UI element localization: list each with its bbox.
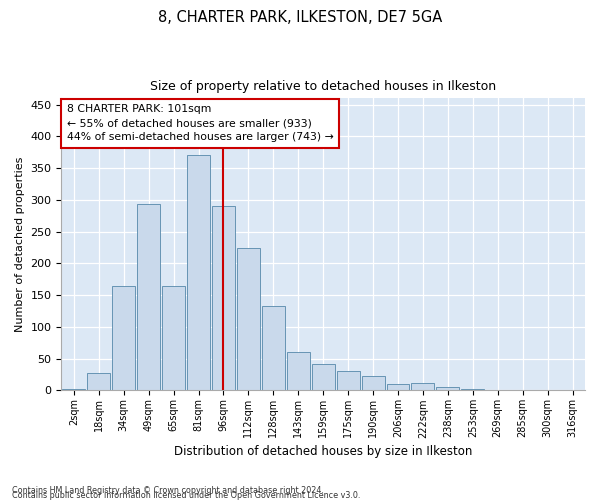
X-axis label: Distribution of detached houses by size in Ilkeston: Distribution of detached houses by size …	[174, 444, 472, 458]
Bar	[436, 387, 460, 390]
Bar	[362, 376, 385, 390]
Bar	[386, 384, 409, 390]
Bar	[262, 306, 285, 390]
Text: Contains HM Land Registry data © Crown copyright and database right 2024.: Contains HM Land Registry data © Crown c…	[12, 486, 324, 495]
Bar	[88, 372, 110, 390]
Text: 8 CHARTER PARK: 101sqm
← 55% of detached houses are smaller (933)
44% of semi-de: 8 CHARTER PARK: 101sqm ← 55% of detached…	[67, 104, 334, 142]
Bar	[237, 248, 260, 390]
Bar	[62, 389, 85, 390]
Y-axis label: Number of detached properties: Number of detached properties	[15, 156, 25, 332]
Bar	[461, 388, 484, 390]
Text: 8, CHARTER PARK, ILKESTON, DE7 5GA: 8, CHARTER PARK, ILKESTON, DE7 5GA	[158, 10, 442, 25]
Bar	[112, 286, 135, 391]
Bar	[162, 286, 185, 391]
Bar	[337, 372, 359, 390]
Bar	[287, 352, 310, 391]
Text: Contains public sector information licensed under the Open Government Licence v3: Contains public sector information licen…	[12, 491, 361, 500]
Bar	[137, 204, 160, 390]
Bar	[187, 156, 210, 390]
Title: Size of property relative to detached houses in Ilkeston: Size of property relative to detached ho…	[150, 80, 496, 93]
Bar	[212, 206, 235, 390]
Bar	[312, 364, 335, 390]
Bar	[412, 384, 434, 390]
